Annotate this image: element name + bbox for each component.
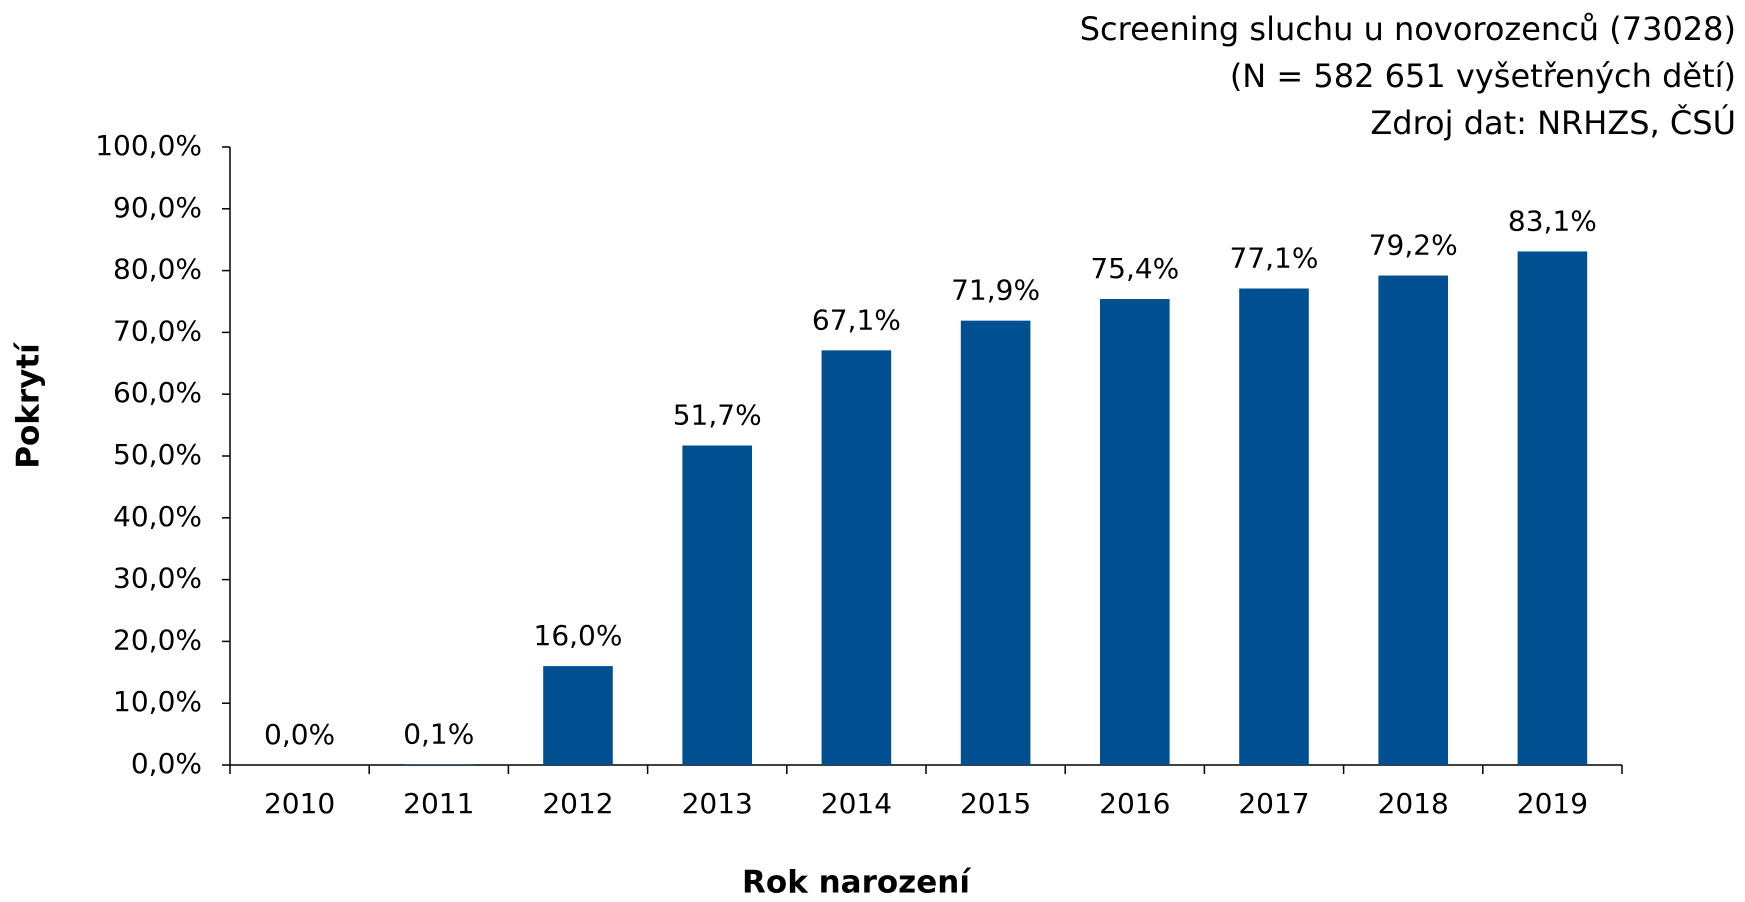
bar xyxy=(1517,251,1588,765)
data-label: 0,1% xyxy=(403,717,474,750)
bar xyxy=(404,764,474,765)
data-label: 75,4% xyxy=(1090,252,1179,285)
y-tick-label: 90,0% xyxy=(113,191,202,224)
data-label: 83,1% xyxy=(1508,204,1597,237)
bar xyxy=(960,320,1031,765)
bar xyxy=(1100,299,1170,765)
data-label: 16,0% xyxy=(534,619,623,652)
y-tick-label: 70,0% xyxy=(113,314,202,347)
bar xyxy=(821,350,892,765)
x-tick-label: 2013 xyxy=(682,787,753,820)
y-tick-label: 20,0% xyxy=(113,623,202,656)
bar xyxy=(682,445,752,765)
data-label: 0,0% xyxy=(264,718,335,751)
bar xyxy=(1378,275,1448,765)
x-tick-label: 2011 xyxy=(403,787,474,820)
y-tick-label: 80,0% xyxy=(113,253,202,286)
x-tick-label: 2016 xyxy=(1099,787,1170,820)
x-tick-label: 2010 xyxy=(264,787,335,820)
x-axis-title: Rok narození xyxy=(742,865,971,901)
y-tick-label: 60,0% xyxy=(113,376,202,409)
y-tick-label: 50,0% xyxy=(113,438,202,471)
data-label: 67,1% xyxy=(812,303,901,336)
x-tick-label: 2015 xyxy=(960,787,1031,820)
y-tick-label: 30,0% xyxy=(113,562,202,595)
y-tick-label: 100,0% xyxy=(95,129,202,162)
data-label: 71,9% xyxy=(951,274,1040,307)
data-label: 79,2% xyxy=(1369,229,1458,262)
data-label: 51,7% xyxy=(673,398,762,431)
chart-subtitle: (N = 582 651 vyšetřených dětí) xyxy=(1230,57,1736,95)
chart-source: Zdroj dat: NRHZS, ČSÚ xyxy=(1370,103,1736,142)
x-tick-label: 2017 xyxy=(1238,787,1309,820)
y-axis-title: Pokrytí xyxy=(11,342,47,469)
y-tick-label: 40,0% xyxy=(113,500,202,533)
data-label: 77,1% xyxy=(1230,242,1319,275)
chart-title: Screening sluchu u novorozenců (73028) xyxy=(1080,10,1736,48)
x-tick-label: 2014 xyxy=(821,787,892,820)
x-tick-label: 2012 xyxy=(542,787,613,820)
bar xyxy=(1239,288,1309,765)
x-tick-label: 2019 xyxy=(1517,787,1588,820)
y-tick-label: 10,0% xyxy=(113,685,202,718)
y-tick-label: 0,0% xyxy=(131,747,202,780)
x-tick-label: 2018 xyxy=(1378,787,1449,820)
bar xyxy=(543,666,613,765)
